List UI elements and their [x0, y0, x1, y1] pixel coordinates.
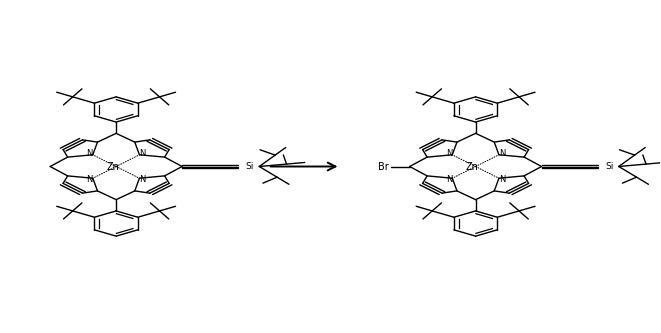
Text: N: N [87, 175, 93, 184]
Text: N: N [446, 175, 452, 184]
Text: Zn: Zn [466, 162, 479, 171]
Text: Si: Si [605, 162, 613, 171]
Text: N: N [87, 149, 93, 158]
Text: Zn: Zn [106, 162, 119, 171]
Text: N: N [139, 175, 146, 184]
Text: N: N [446, 149, 452, 158]
Text: N: N [139, 149, 146, 158]
Text: N: N [499, 175, 506, 184]
Text: N: N [499, 149, 506, 158]
Text: Br: Br [378, 162, 389, 171]
Text: Si: Si [246, 162, 254, 171]
